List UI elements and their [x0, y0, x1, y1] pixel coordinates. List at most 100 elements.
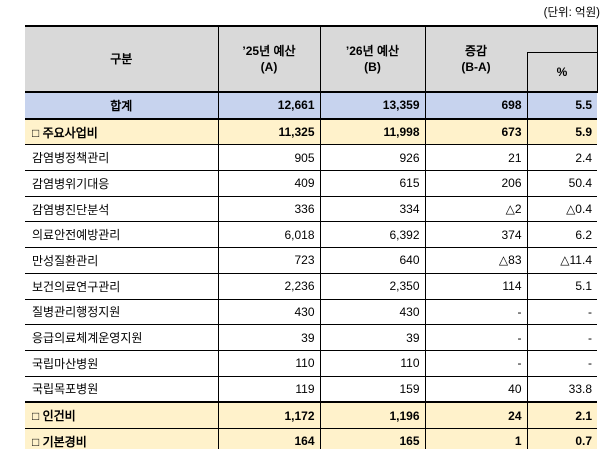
- cell-diff: △2: [424, 196, 527, 223]
- header-category: 구분: [25, 25, 218, 93]
- table-body: 합계 12,661 13,359 698 5.5 □ 주요사업비 11,325 …: [25, 92, 597, 449]
- cell-percent: 5.5: [526, 92, 597, 120]
- cell-budget-a: 12,661: [217, 92, 320, 120]
- cell-budget-b: 1,196: [319, 401, 425, 429]
- cell-label: 합계: [25, 92, 218, 120]
- cell-percent: 33.8: [526, 376, 597, 403]
- cell-label: 국립마산병원: [25, 350, 218, 377]
- cell-budget-a: 430: [217, 299, 320, 326]
- table-row: 보건의료연구관리 2,236 2,350 114 5.1: [25, 273, 597, 300]
- header-corner-blank: [527, 25, 598, 53]
- cell-label: 감염병정책관리: [25, 144, 218, 172]
- cell-budget-a: 119: [217, 376, 320, 403]
- header-diff-line2: (B-A): [461, 60, 491, 74]
- cell-budget-a: 1,172: [217, 401, 320, 429]
- cell-budget-b: 334: [319, 196, 425, 223]
- cell-label: 국립목포병원: [25, 376, 218, 403]
- header-budget-a: ’25년 예산 (A): [217, 25, 320, 93]
- table-row: 감염병위기대응 409 615 206 50.4: [25, 170, 597, 197]
- budget-table: 구분 ’25년 예산 (A) ’26년 예산 (B) 증감 (B-A) %: [25, 25, 598, 449]
- cell-diff: 374: [424, 221, 527, 249]
- table-row-total: 합계 12,661 13,359 698 5.5: [25, 92, 597, 120]
- table-row: 감염병정책관리 905 926 21 2.4: [25, 144, 597, 172]
- cell-budget-b: 615: [319, 170, 425, 197]
- cell-budget-b: 640: [319, 247, 425, 274]
- table-row-basic-expenses: □ 기본경비 164 165 1 0.7: [25, 428, 597, 449]
- header-budget-a-line1: ’25년 예산: [242, 43, 296, 58]
- header-budget-b-line2: (B): [364, 60, 381, 74]
- header-budget-b: ’26년 예산 (B): [319, 25, 425, 93]
- unit-note: (단위: 억원): [543, 7, 600, 19]
- table-row-main-projects: □ 주요사업비 11,325 11,998 673 5.9: [25, 118, 597, 146]
- cell-budget-a: 6,018: [217, 221, 320, 249]
- cell-budget-b: 430: [319, 299, 425, 326]
- header-budget-a-line2: (A): [260, 60, 278, 74]
- cell-budget-b: 11,998: [319, 118, 425, 146]
- cell-percent: -: [526, 299, 597, 326]
- cell-percent: 5.9: [526, 118, 597, 146]
- table-row: 질병관리행정지원 430 430 - -: [25, 299, 597, 326]
- cell-budget-a: 409: [217, 170, 320, 197]
- cell-budget-b: 2,350: [319, 273, 425, 300]
- table-row: 국립마산병원 110 110 - -: [25, 350, 597, 377]
- cell-budget-b: 165: [319, 428, 425, 449]
- table-row: 감염병진단분석 336 334 △2 △0.4: [25, 196, 597, 223]
- cell-label: □ 기본경비: [25, 428, 218, 449]
- cell-percent: 2.1: [526, 401, 597, 429]
- cell-diff: -: [424, 299, 527, 326]
- header-budget-b-line1: ’26년 예산: [345, 43, 400, 58]
- cell-budget-b: 13,359: [319, 92, 425, 120]
- cell-diff: -: [424, 324, 527, 351]
- cell-budget-b: 39: [319, 324, 425, 351]
- cell-percent: 5.1: [526, 273, 597, 300]
- cell-diff: -: [424, 350, 527, 377]
- cell-label: □ 인건비: [25, 401, 218, 429]
- cell-budget-a: 164: [217, 428, 320, 449]
- cell-diff: △83: [424, 247, 527, 274]
- header-diff: 증감 (B-A): [424, 25, 527, 93]
- cell-budget-a: 39: [217, 324, 320, 351]
- cell-percent: 50.4: [526, 170, 597, 197]
- cell-budget-a: 2,236: [217, 273, 320, 300]
- cell-budget-b: 110: [319, 350, 425, 377]
- table-row: 국립목포병원 119 159 40 33.8: [25, 376, 597, 403]
- cell-diff: 673: [424, 118, 527, 146]
- cell-label: 보건의료연구관리: [25, 273, 218, 300]
- cell-budget-b: 159: [319, 376, 425, 403]
- cell-diff: 1: [424, 428, 527, 449]
- cell-label: 질병관리행정지원: [25, 299, 218, 326]
- cell-diff: 40: [424, 376, 527, 403]
- cell-budget-b: 6,392: [319, 221, 425, 249]
- cell-percent: -: [526, 350, 597, 377]
- table-row: 의료안전예방관리 6,018 6,392 374 6.2: [25, 221, 597, 249]
- cell-percent: 0.7: [526, 428, 597, 449]
- cell-label: 감염병진단분석: [25, 196, 218, 223]
- cell-budget-a: 11,325: [217, 118, 320, 146]
- table-row: 만성질환관리 723 640 △83 △11.4: [25, 247, 597, 274]
- cell-label: □ 주요사업비: [25, 118, 218, 146]
- cell-percent: △11.4: [526, 247, 597, 274]
- table-row: 응급의료체계운영지원 39 39 - -: [25, 324, 597, 351]
- cell-budget-a: 110: [217, 350, 320, 377]
- cell-percent: -: [526, 324, 597, 351]
- table-row-personnel: □ 인건비 1,172 1,196 24 2.1: [25, 401, 597, 429]
- cell-budget-a: 723: [217, 247, 320, 274]
- cell-budget-a: 905: [217, 144, 320, 172]
- cell-diff: 21: [424, 144, 527, 172]
- cell-diff: 206: [424, 170, 527, 197]
- cell-label: 응급의료체계운영지원: [25, 324, 218, 351]
- table-header: 구분 ’25년 예산 (A) ’26년 예산 (B) 증감 (B-A) %: [25, 25, 598, 93]
- cell-label: 만성질환관리: [25, 247, 218, 274]
- cell-budget-a: 336: [217, 196, 320, 223]
- cell-diff: 114: [424, 273, 527, 300]
- header-percent: %: [526, 52, 598, 93]
- cell-budget-b: 926: [319, 144, 425, 172]
- cell-label: 감염병위기대응: [25, 170, 218, 197]
- cell-percent: 2.4: [526, 144, 597, 172]
- cell-diff: 24: [424, 401, 527, 429]
- cell-percent: 6.2: [526, 221, 597, 249]
- cell-percent: △0.4: [526, 196, 597, 223]
- cell-diff: 698: [424, 92, 527, 120]
- header-diff-line1: 증감: [464, 43, 488, 58]
